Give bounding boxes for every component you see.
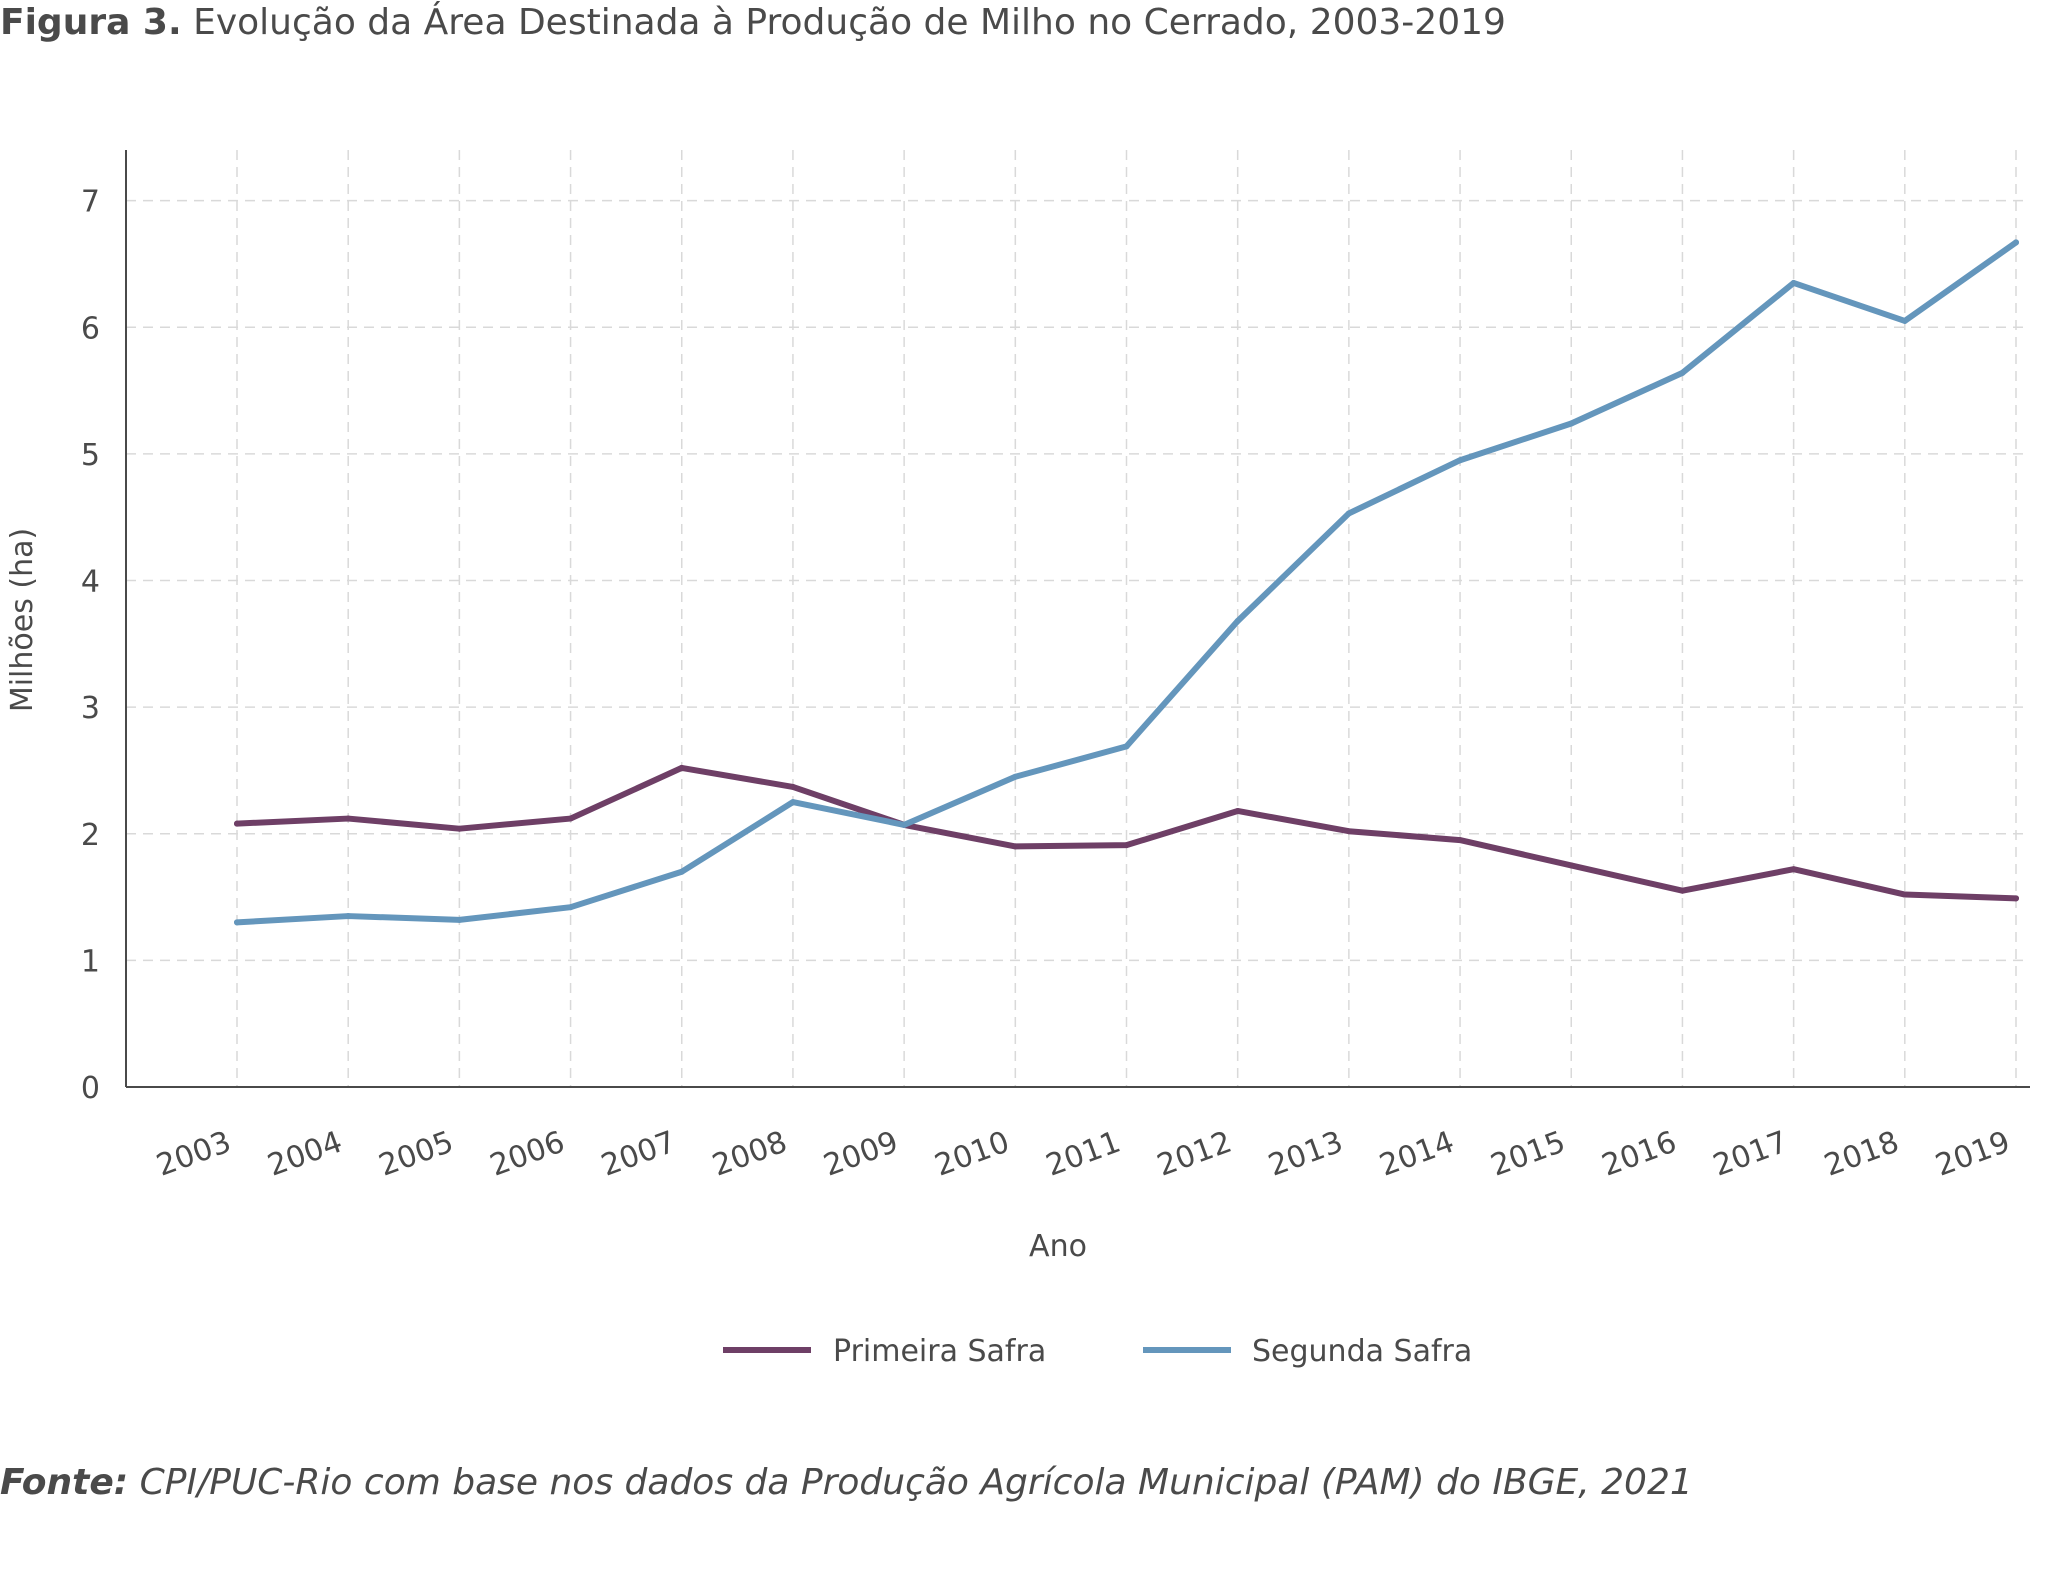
x-tick-label: 2012 <box>1153 1125 1237 1184</box>
data-point <box>456 825 463 832</box>
y-tick-label: 7 <box>81 185 100 220</box>
data-point <box>567 815 574 822</box>
y-tick-label: 1 <box>81 944 100 979</box>
source-label: Fonte: <box>0 1462 129 1503</box>
data-point <box>1012 843 1019 850</box>
x-tick-label: 2010 <box>930 1125 1014 1184</box>
data-point <box>1345 828 1352 835</box>
data-point <box>1457 457 1464 464</box>
series-lines <box>234 239 2019 926</box>
x-tick-label: 2006 <box>486 1125 570 1184</box>
y-tick-label: 4 <box>81 565 100 600</box>
data-point <box>901 821 908 828</box>
data-point <box>678 764 685 771</box>
grid-lines <box>126 150 2030 1087</box>
data-point <box>1679 369 1686 376</box>
x-tick-label: 2015 <box>1486 1125 1570 1184</box>
data-point <box>1790 279 1797 286</box>
data-point <box>1123 842 1130 849</box>
data-point <box>345 815 352 822</box>
x-tick-labels: 2003 2004 2005 2006 2007 2008 2009 2010 2011 2012… <box>152 1125 2015 1184</box>
x-tick-label: 2007 <box>597 1125 681 1184</box>
y-tick-label: 2 <box>81 818 100 853</box>
data-point <box>1568 420 1575 427</box>
x-tick-label: 2005 <box>374 1125 458 1184</box>
x-tick-label: 2019 <box>1931 1125 2015 1184</box>
data-point <box>234 820 240 827</box>
data-point <box>1679 887 1686 894</box>
data-point <box>234 919 240 926</box>
data-point <box>789 799 796 806</box>
y-axis-label: Milhões (ha) <box>5 528 40 712</box>
y-tick-label: 6 <box>81 311 100 346</box>
data-point <box>2013 239 2019 246</box>
x-tick-label: 2003 <box>152 1125 236 1184</box>
data-point <box>2013 895 2019 902</box>
data-point <box>1457 837 1464 844</box>
data-point <box>567 904 574 911</box>
data-point <box>456 916 463 923</box>
source-note: Fonte: CPI/PUC-Rio com base nos dados da… <box>0 1462 1693 1503</box>
legend: Primeira Safra Segunda Safra <box>723 1334 1472 1369</box>
axes <box>125 150 2030 1088</box>
line-chart: 0 1 2 3 4 5 6 7 2003 2004 2005 2006 2007 2008 2009 201… <box>5 150 2030 1369</box>
x-tick-label: 2016 <box>1597 1125 1681 1184</box>
x-tick-label: 2004 <box>263 1125 347 1184</box>
x-tick-label: 2011 <box>1042 1125 1126 1184</box>
data-point <box>1012 773 1019 780</box>
x-tick-label: 2008 <box>708 1125 792 1184</box>
y-tick-label: 0 <box>81 1071 100 1106</box>
data-point <box>1123 743 1130 750</box>
y-tick-labels: 0 1 2 3 4 5 6 7 <box>81 185 100 1106</box>
data-point <box>789 783 796 790</box>
data-point <box>345 913 352 920</box>
data-point <box>1901 891 1908 898</box>
source-text: CPI/PUC-Rio com base nos dados da Produç… <box>139 1462 1693 1503</box>
x-tick-label: 2013 <box>1264 1125 1348 1184</box>
data-point <box>1901 317 1908 324</box>
data-point <box>1234 618 1241 625</box>
y-tick-label: 3 <box>81 691 100 726</box>
data-point <box>1790 866 1797 873</box>
figure-title: Figura 3. Evolução da Área Destinada à P… <box>0 2 1506 43</box>
x-tick-label: 2017 <box>1709 1125 1793 1184</box>
x-tick-label: 2014 <box>1375 1125 1459 1184</box>
data-point <box>1234 807 1241 814</box>
x-axis-label: Ano <box>1029 1229 1087 1264</box>
legend-label: Segunda Safra <box>1252 1334 1472 1369</box>
figure-title-text: Evolução da Área Destinada à Produção de… <box>193 2 1506 43</box>
data-point <box>678 868 685 875</box>
x-tick-label: 2018 <box>1820 1125 1904 1184</box>
figure-label: Figura 3. <box>0 2 182 43</box>
x-tick-label: 2009 <box>819 1125 903 1184</box>
y-tick-label: 5 <box>81 438 100 473</box>
data-point <box>1345 510 1352 517</box>
data-point <box>1568 862 1575 869</box>
legend-label: Primeira Safra <box>833 1334 1046 1369</box>
